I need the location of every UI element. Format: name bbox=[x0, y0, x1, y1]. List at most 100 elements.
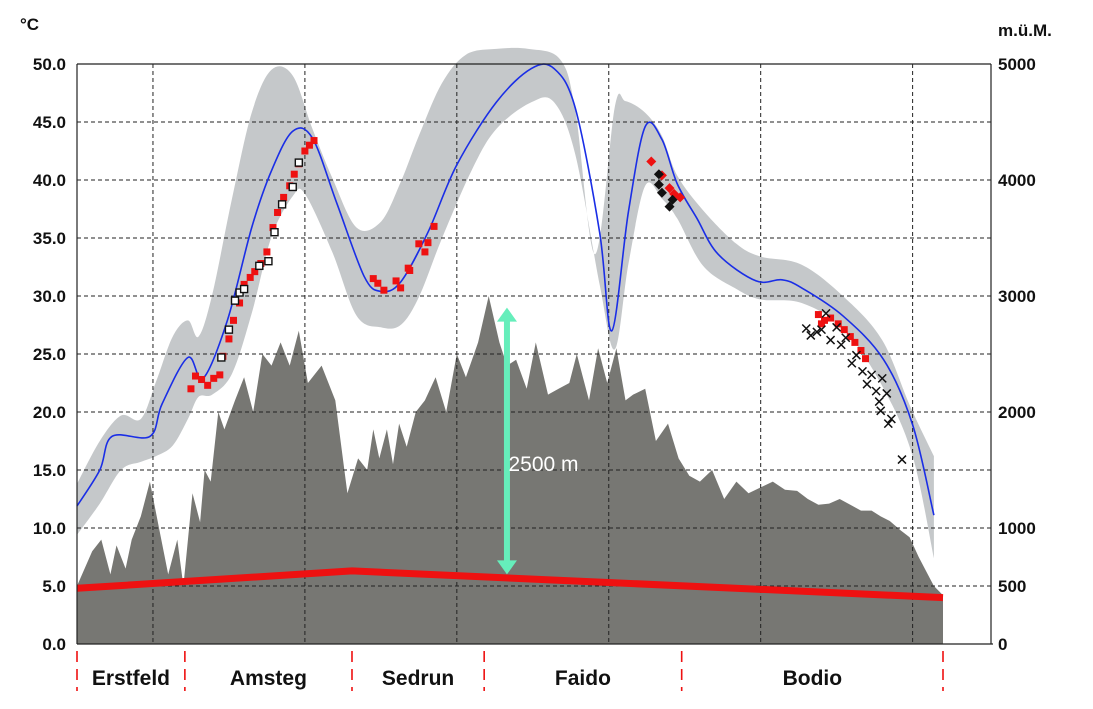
terrain-profile bbox=[77, 296, 943, 644]
measured-point-red-square bbox=[204, 381, 212, 389]
measured-point-cross bbox=[871, 386, 881, 396]
measured-point-open-square bbox=[255, 261, 264, 271]
measured-point-red-square bbox=[392, 277, 400, 285]
measured-point-red-square bbox=[305, 141, 313, 149]
prediction-layer bbox=[76, 63, 935, 516]
terrain-layer bbox=[77, 296, 943, 644]
measured-point-red-square bbox=[192, 372, 200, 380]
right-tick-label: 5000 bbox=[998, 55, 1036, 74]
measured-point-cross bbox=[883, 419, 893, 429]
left-tick-label: 50.0 bbox=[33, 55, 66, 74]
measured-point-open-square bbox=[288, 182, 297, 192]
measured-point-red-square bbox=[251, 268, 259, 276]
measured-point-red-square bbox=[862, 355, 870, 363]
measured-point-open-square bbox=[230, 296, 240, 305]
left-tick-label: 5.0 bbox=[42, 577, 66, 596]
measured-point-cross bbox=[801, 323, 811, 334]
measured-point-red-square bbox=[246, 273, 254, 281]
measured-point-red-square bbox=[851, 338, 859, 346]
overburden-arrow-head-top bbox=[496, 307, 517, 322]
measured-point-cross bbox=[886, 414, 896, 424]
measured-point-red-square bbox=[216, 371, 224, 379]
measured-point-diamond bbox=[656, 187, 667, 198]
left-tick-label: 40.0 bbox=[33, 171, 66, 190]
measured-point-red-square bbox=[369, 275, 377, 283]
measured-point-red-square bbox=[397, 284, 405, 292]
measured-point-diamond bbox=[653, 169, 664, 180]
measured-point-diamond bbox=[664, 183, 675, 194]
measured-point-red-square bbox=[857, 347, 865, 355]
left-axis-unit: °C bbox=[20, 15, 39, 34]
measured-point-cross bbox=[812, 327, 822, 337]
measured-point-red-square bbox=[198, 376, 206, 384]
measured-point-red-square bbox=[236, 299, 244, 307]
annotation-layer: 2500 m bbox=[508, 453, 578, 476]
tunnel-axis-line bbox=[76, 567, 944, 602]
measured-point-red-square bbox=[301, 147, 309, 155]
measured-point-cross bbox=[841, 333, 851, 343]
measured-point-red-square bbox=[421, 248, 429, 256]
section-label-bodio: Bodio bbox=[783, 667, 842, 690]
measured-point-cross bbox=[836, 340, 846, 350]
measured-point-cross bbox=[832, 322, 842, 332]
overburden-arrow-layer bbox=[496, 307, 517, 575]
measured-point-cross bbox=[882, 388, 892, 398]
measured-point-red-square bbox=[263, 248, 271, 256]
measured-point-red-square bbox=[380, 286, 388, 294]
measured-point-cross bbox=[806, 330, 816, 340]
left-tick-label: 25.0 bbox=[33, 345, 66, 364]
measured-point-red-square bbox=[846, 333, 854, 341]
measured-point-red-square bbox=[269, 224, 277, 232]
measured-point-open-square bbox=[224, 325, 234, 334]
measured-point-red-square bbox=[415, 240, 423, 248]
section-labels-layer: Erstfeld Amsteg Sedrun Faido Bodio bbox=[76, 651, 944, 691]
measured-point-red-square bbox=[290, 170, 298, 178]
measured-point-red-square bbox=[814, 311, 822, 319]
measured-point-red-square bbox=[187, 385, 195, 393]
left-tick-label: 45.0 bbox=[33, 113, 66, 132]
measured-point-open-square bbox=[294, 158, 304, 167]
measured-point-cross bbox=[857, 366, 868, 376]
measured-point-red-square bbox=[240, 280, 248, 288]
measured-point-cross bbox=[867, 370, 877, 380]
measured-point-cross bbox=[897, 455, 907, 465]
measured-point-red-square bbox=[827, 314, 835, 322]
left-tick-label: 15.0 bbox=[33, 461, 66, 480]
left-tick-label: 10.0 bbox=[33, 519, 66, 538]
measured-point-red-square bbox=[280, 193, 288, 201]
measured-point-red-square bbox=[225, 335, 233, 343]
left-tick-label: 30.0 bbox=[33, 287, 66, 306]
left-tick-label: 35.0 bbox=[33, 229, 66, 248]
measured-point-cross bbox=[851, 350, 861, 360]
measured-point-diamond bbox=[675, 192, 686, 203]
right-tick-label: 1000 bbox=[998, 519, 1036, 538]
measured-point-diamond bbox=[664, 201, 675, 212]
measured-point-cross bbox=[874, 397, 884, 407]
measured-point-open-square bbox=[217, 353, 226, 362]
measured-point-red-square bbox=[210, 374, 218, 382]
measured-point-red-square bbox=[430, 222, 438, 230]
overburden-arrow-head-bottom bbox=[496, 560, 517, 575]
right-axis-unit: m.ü.M. bbox=[998, 21, 1052, 40]
measured-point-red-square bbox=[229, 316, 237, 324]
overburden-annotation: 2500 m bbox=[508, 453, 578, 476]
measured-point-cross bbox=[821, 308, 831, 318]
section-label-sedrun: Sedrun bbox=[382, 667, 454, 690]
right-tick-label: 0 bbox=[998, 635, 1007, 654]
axes-layer: 0.0 5.0 10.0 15.0 20.0 25.0 30.0 35.0 40.0 45.0 50… bbox=[20, 15, 1052, 654]
measured-point-red-square bbox=[274, 208, 282, 216]
left-tick-label: 20.0 bbox=[33, 403, 66, 422]
measured-point-red-square bbox=[374, 279, 382, 287]
measured-point-cross bbox=[816, 325, 826, 335]
measured-point-open-square bbox=[264, 257, 273, 266]
measured-point-red-square bbox=[840, 326, 848, 334]
right-tick-label: 2000 bbox=[998, 403, 1036, 422]
measured-point-red-square bbox=[834, 320, 842, 328]
measured-point-cross bbox=[877, 373, 887, 383]
measured-point-red-square bbox=[404, 264, 412, 272]
measured-point-open-square bbox=[277, 200, 287, 209]
section-label-erstfeld: Erstfeld bbox=[92, 667, 170, 690]
measured-point-open-square bbox=[239, 284, 249, 294]
measured-point-red-square bbox=[310, 137, 318, 145]
tunnel-layer bbox=[76, 567, 944, 602]
